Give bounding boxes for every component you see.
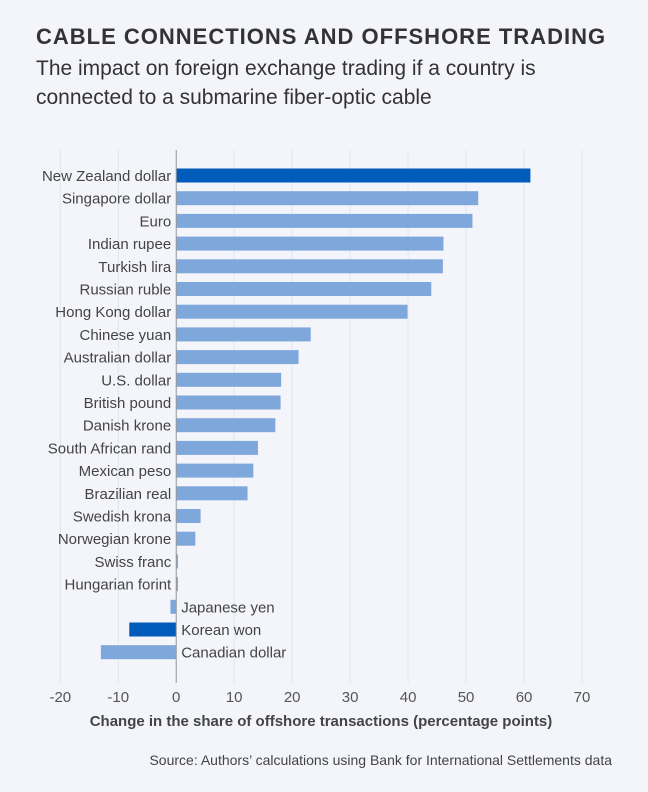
category-label: Mexican peso bbox=[79, 463, 172, 480]
x-tick-label: 50 bbox=[458, 689, 475, 706]
category-label: Hungarian forint bbox=[64, 577, 172, 594]
chart-subtitle: The impact on foreign exchange trading i… bbox=[36, 57, 536, 109]
bar bbox=[176, 531, 196, 546]
category-label: Swedish krona bbox=[73, 509, 172, 526]
bar bbox=[176, 168, 531, 183]
category-label: South African rand bbox=[48, 440, 171, 457]
x-tick-label: 0 bbox=[172, 689, 180, 706]
x-tick-label: 30 bbox=[342, 689, 359, 706]
category-labels: New Zealand dollar Singapore dollar Euro In… bbox=[42, 168, 286, 662]
category-label: Euro bbox=[140, 213, 172, 230]
bar bbox=[176, 395, 281, 410]
category-label: U.S. dollar bbox=[101, 372, 171, 389]
category-label: Danish krone bbox=[83, 418, 171, 435]
bar bbox=[176, 191, 479, 206]
x-tick-label: 60 bbox=[516, 689, 533, 706]
category-label: Russian ruble bbox=[80, 282, 172, 299]
category-label: Singapore dollar bbox=[62, 191, 171, 208]
bar bbox=[170, 599, 177, 614]
bar bbox=[176, 350, 299, 365]
x-tick-label: 10 bbox=[226, 689, 243, 706]
category-label: Japanese yen bbox=[181, 599, 274, 616]
category-label: British pound bbox=[84, 395, 172, 412]
x-tick-label: -10 bbox=[107, 689, 129, 706]
x-tick-label: -20 bbox=[49, 689, 71, 706]
bar bbox=[176, 554, 178, 569]
category-label: Canadian dollar bbox=[181, 645, 286, 662]
category-label: New Zealand dollar bbox=[42, 168, 171, 185]
x-axis-label: Change in the share of offshore transact… bbox=[90, 713, 553, 730]
bar bbox=[176, 509, 201, 523]
bar bbox=[176, 463, 254, 478]
bar bbox=[176, 236, 444, 251]
category-label: Indian rupee bbox=[88, 236, 171, 253]
bar bbox=[176, 418, 276, 433]
bar bbox=[176, 327, 311, 342]
bar bbox=[176, 486, 248, 501]
category-label: Hong Kong dollar bbox=[55, 304, 171, 321]
category-label: Chinese yuan bbox=[79, 327, 171, 344]
bar bbox=[176, 304, 408, 319]
x-tick-label: 70 bbox=[574, 689, 591, 706]
bar bbox=[100, 645, 177, 660]
bar bbox=[176, 213, 473, 228]
category-label: Australian dollar bbox=[64, 350, 172, 367]
source-note: Source: Authors’ calculations using Bank… bbox=[149, 752, 612, 768]
category-label: Swiss franc bbox=[95, 554, 172, 571]
bar bbox=[176, 372, 282, 387]
x-tick-label: 20 bbox=[284, 689, 301, 706]
bar bbox=[176, 259, 443, 274]
x-tick-labels: -20 -10 0 10 20 30 40 50 60 70 bbox=[49, 689, 590, 706]
bar bbox=[129, 622, 177, 637]
category-label: Korean won bbox=[181, 622, 261, 639]
category-label: Brazilian real bbox=[85, 486, 172, 503]
bars bbox=[100, 168, 531, 660]
bar bbox=[176, 282, 432, 296]
bar bbox=[176, 577, 178, 592]
x-tick-label: 40 bbox=[400, 689, 417, 706]
chart-title: CABLE CONNECTIONS AND OFFSHORE TRADING bbox=[36, 24, 607, 49]
category-label: Turkish lira bbox=[98, 259, 171, 276]
category-label: Norwegian krone bbox=[58, 531, 171, 548]
bar bbox=[176, 440, 258, 455]
